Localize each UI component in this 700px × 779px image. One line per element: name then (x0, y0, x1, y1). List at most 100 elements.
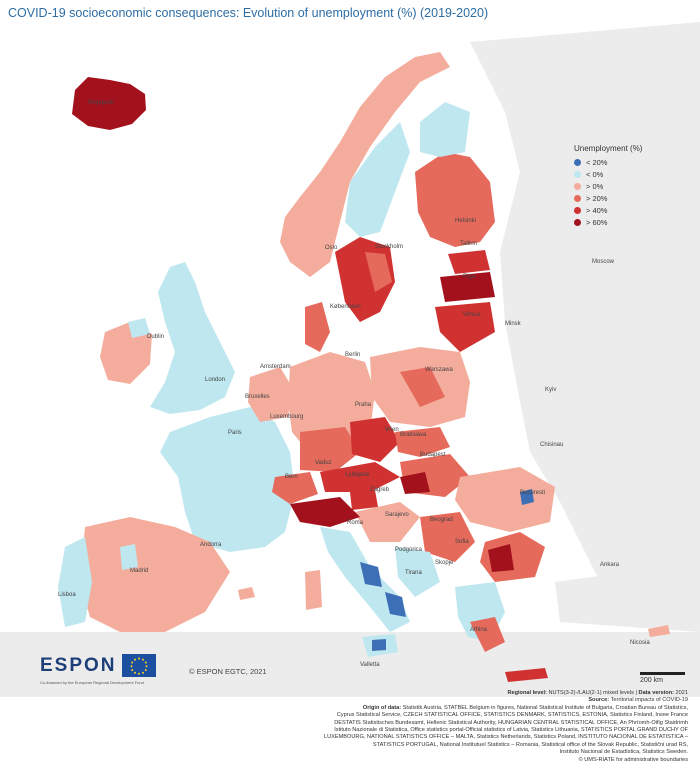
footer-source-value: Territorial impacts of COVID-19 (610, 697, 688, 704)
region-slovakia (395, 427, 450, 457)
city-label: Amsterdam (260, 364, 291, 370)
region-lithuania (435, 302, 495, 352)
city-label: Podgorica (395, 547, 423, 553)
city-label: Oslo (325, 245, 338, 251)
region-balkans (395, 547, 440, 597)
footer-origin-line: Origin of data: Statistik Austria, STATB… (128, 705, 688, 712)
region-greece-2 (470, 617, 505, 652)
legend-item: > 40% (574, 204, 684, 216)
legend-title: Unemployment (%) (574, 144, 643, 153)
region-italy-blue-1 (360, 562, 382, 587)
footer-origin-line: STATISTICS PORTUGAL, National Institutue… (372, 741, 688, 748)
legend-label: > 20% (586, 193, 608, 203)
city-label: Beograd (430, 517, 453, 523)
footer-source-line: Source: Territorial impacts of COVID-19 (128, 697, 688, 704)
turkey-land (555, 562, 700, 632)
region-estonia (448, 250, 490, 274)
region-poland-2 (400, 367, 445, 407)
footer-level-value: NUTS(3-2)-/LAU(2-1) mixed levels (548, 690, 634, 696)
region-benelux (248, 367, 292, 422)
city-label: Praha (355, 402, 372, 408)
city-label: Bern (285, 474, 298, 480)
scale-label: 200 km (640, 677, 663, 684)
region-czechia (350, 417, 400, 462)
legend-item: < 0% (574, 168, 684, 180)
legend-swatch (574, 218, 581, 226)
region-hungary-2 (400, 472, 430, 494)
region-serbia (420, 512, 475, 562)
region-romania (455, 467, 555, 532)
north-africa-land (0, 632, 700, 697)
city-label: Dublin (147, 334, 165, 340)
city-label: London (205, 377, 226, 383)
region-cyprus (648, 625, 670, 637)
city-label: Berlin (345, 352, 361, 358)
city-label: Riga (463, 274, 476, 280)
city-label: Luxembourg (270, 414, 304, 420)
region-sicily-blue (372, 639, 386, 651)
region-great-britain (150, 262, 235, 414)
region-iceland (72, 77, 146, 130)
legend-swatch (574, 158, 581, 166)
map-title: COVID-19 socioeconomic consequences: Evo… (8, 6, 489, 20)
map-canvas[interactable]: Reykjavik Oslo Stockholm Helsinki Tallin… (0, 22, 700, 697)
city-label: Helsinki (455, 218, 477, 224)
region-finland-north (420, 102, 470, 157)
legend-swatch (574, 182, 581, 190)
city-label: Paris (228, 430, 242, 436)
region-latvia (440, 272, 495, 302)
city-label: Bruxelles (245, 394, 270, 400)
city-label: Reykjavik (88, 100, 114, 106)
city-label: Stockholm (375, 244, 404, 250)
legend-label: < 20% (586, 157, 608, 167)
city-label: Lisboa (58, 592, 76, 598)
region-sweden-north (345, 122, 410, 237)
footer-version-label: Data version: (638, 690, 674, 696)
non-espon-land (470, 22, 700, 612)
region-italy-blue-2 (385, 592, 406, 617)
city-label: Ljubljana (345, 472, 370, 478)
map-legend: Unemployment (%) < 20% < 0% > 0% > 20% >… (574, 144, 684, 228)
city-label: Athina (470, 627, 488, 633)
footer-source-label: Source: (588, 697, 610, 704)
region-switzerland (272, 472, 318, 504)
legend-swatch (574, 170, 581, 178)
city-label: Vaduz (315, 460, 332, 466)
city-label: Tallinn (460, 241, 478, 247)
footer-origin-line: Cyprus Statistical Service, CZECH STATIS… (336, 712, 688, 719)
map-footer: Regional level: NUTS(3-2)-/LAU(2-1) mixe… (128, 690, 688, 764)
region-ireland (100, 322, 152, 384)
region-balearic (238, 587, 255, 600)
city-label: Sarajevo (385, 512, 409, 518)
city-label: Kyiv (545, 387, 557, 393)
espon-wordmark: ESPON (40, 655, 117, 676)
city-label: København (330, 304, 361, 310)
footer-level-line: Regional level: NUTS(3-2)-/LAU(2-1) mixe… (507, 690, 688, 696)
region-spain (80, 517, 230, 632)
region-croatia (355, 502, 420, 542)
legend-item: > 60% (574, 216, 684, 228)
region-bulgaria (488, 544, 514, 572)
region-norway (280, 52, 450, 277)
footer-origin-label: Origin of data: (362, 704, 402, 711)
city-label: Nicosia (630, 640, 650, 646)
footer-origin-line: Istituto Nazionale di Statistica, Office… (334, 727, 688, 734)
legend-item: > 0% (574, 180, 684, 192)
footer-origin-line: © UMS-RIATE for administrative boundarie… (578, 756, 688, 763)
footer-origin-line: Instituto Nacional de Estadística, Stati… (559, 749, 688, 756)
city-label: Andorra (200, 542, 222, 548)
region-slovenia (350, 490, 378, 510)
eu-flag-icon (122, 654, 156, 677)
region-n-ireland (128, 318, 150, 338)
legend-label: > 0% (586, 181, 604, 191)
map-graphic (0, 22, 700, 697)
city-label: Tirana (405, 570, 422, 576)
footer-level-label: Regional level: (507, 690, 547, 696)
city-label: Bratislava (400, 432, 427, 438)
legend-swatch (574, 206, 581, 214)
region-austria (320, 462, 400, 492)
region-portugal (58, 537, 92, 627)
region-italy-north (290, 497, 360, 527)
city-label: Vilnius (463, 312, 481, 318)
region-crete (505, 668, 548, 682)
